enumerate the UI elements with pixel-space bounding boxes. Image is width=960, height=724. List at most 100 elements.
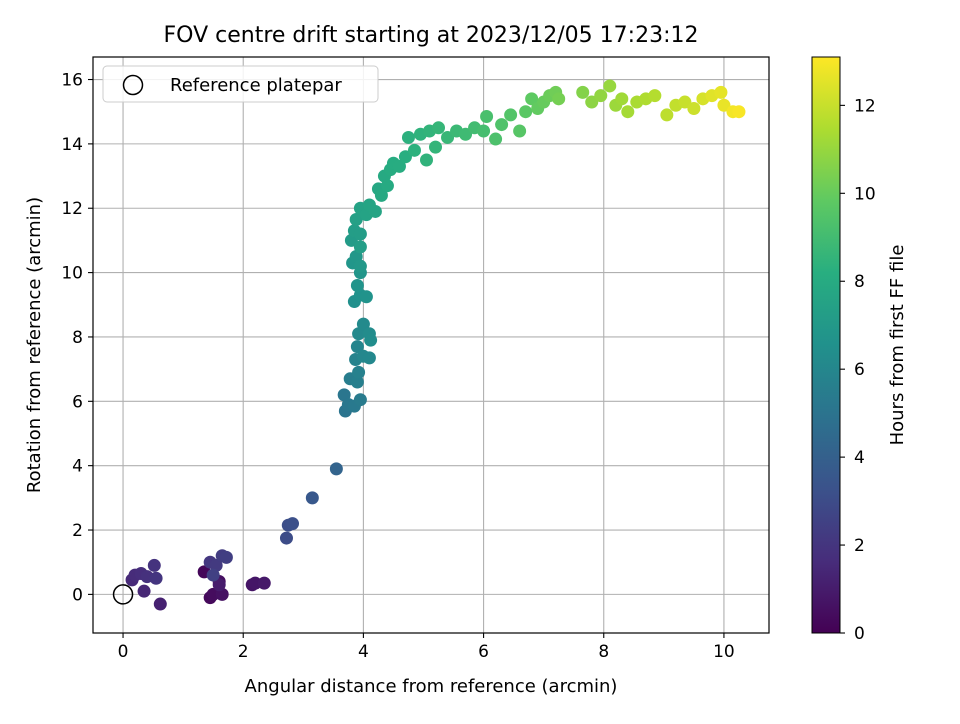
data-point	[519, 105, 533, 119]
y-tick-label: 4	[72, 457, 83, 477]
y-tick-label: 6	[72, 392, 83, 412]
x-tick-label: 4	[358, 642, 369, 662]
scatter-points	[125, 79, 746, 611]
data-point	[137, 584, 151, 598]
data-point	[459, 127, 473, 141]
data-point	[285, 517, 299, 531]
data-point	[660, 108, 674, 122]
reference-marker-group	[112, 584, 134, 605]
data-point	[349, 213, 363, 227]
data-point	[353, 393, 367, 407]
data-point	[248, 576, 262, 590]
colorbar-tick-label: 4	[854, 448, 865, 468]
x-tick-label: 0	[118, 642, 129, 662]
data-point	[153, 597, 167, 611]
colorbar: 0 2 4 6 8 10 12 Hours from first FF file	[811, 56, 908, 644]
data-point	[353, 240, 367, 254]
data-point	[432, 121, 446, 135]
data-point	[350, 375, 364, 389]
data-point	[356, 317, 370, 331]
data-point	[594, 89, 608, 103]
data-point	[362, 351, 376, 365]
data-point	[477, 124, 491, 138]
data-point	[352, 327, 366, 341]
data-point	[525, 92, 539, 106]
data-point	[585, 95, 599, 109]
legend-reference-label: Reference platepar	[170, 75, 342, 96]
data-point	[305, 491, 319, 505]
y-tick-label: 0	[72, 585, 83, 605]
data-point	[678, 95, 692, 109]
chart-title: FOV centre drift starting at 2023/12/05 …	[164, 23, 699, 48]
data-point	[717, 98, 731, 112]
data-point	[489, 132, 503, 146]
x-tick-label: 8	[598, 642, 609, 662]
data-point	[552, 92, 566, 106]
plot-frame	[92, 56, 770, 634]
data-point	[401, 130, 415, 144]
data-point	[353, 227, 367, 241]
data-point	[219, 550, 233, 564]
colorbar-tick-label: 2	[854, 536, 865, 556]
y-tick-label: 8	[72, 328, 83, 348]
x-axis-ticks: 0 2 4 6 8 10	[118, 633, 735, 662]
data-point	[149, 571, 163, 585]
y-tick-label: 10	[61, 264, 83, 284]
legend: Reference platepar	[102, 65, 379, 103]
colorbar-tick-label: 12	[854, 96, 876, 116]
x-tick-label: 6	[478, 642, 489, 662]
data-point	[392, 159, 406, 173]
data-point	[350, 278, 364, 292]
data-point	[206, 587, 220, 601]
data-point	[441, 130, 455, 144]
y-axis-ticks: 0 2 4 6 8 10 12 14 16	[61, 71, 93, 605]
x-tick-label: 2	[238, 642, 249, 662]
y-tick-label: 2	[72, 521, 83, 541]
y-tick-label: 16	[61, 71, 83, 91]
data-point	[648, 89, 662, 103]
data-point	[352, 365, 366, 379]
data-point	[206, 568, 220, 582]
colorbar-tick-label: 8	[854, 272, 865, 292]
data-point	[576, 85, 590, 99]
reference-marker	[112, 584, 134, 605]
data-point	[495, 118, 509, 132]
data-point	[419, 153, 433, 167]
y-tick-label: 14	[61, 135, 83, 155]
data-point	[212, 578, 226, 592]
data-point	[513, 124, 527, 138]
data-point	[364, 333, 378, 347]
data-point	[380, 179, 394, 193]
data-point	[147, 558, 161, 572]
data-point	[329, 462, 343, 476]
colorbar-gradient	[811, 56, 841, 634]
data-point	[480, 110, 494, 124]
data-point	[368, 204, 382, 218]
data-point	[350, 340, 364, 354]
legend-box	[102, 65, 379, 103]
colorbar-ticks: 0 2 4 6 8 10 12	[840, 96, 876, 644]
colorbar-tick-label: 10	[854, 184, 876, 204]
data-point	[353, 259, 367, 273]
data-point	[279, 531, 293, 545]
data-point	[398, 150, 412, 164]
y-tick-label: 12	[61, 199, 83, 219]
y-axis-label: Rotation from reference (arcmin)	[24, 197, 45, 493]
data-point	[257, 576, 271, 590]
data-point	[687, 101, 701, 115]
x-axis-label: Angular distance from reference (arcmin)	[245, 676, 618, 697]
x-tick-label: 10	[713, 642, 735, 662]
colorbar-tick-label: 6	[854, 360, 865, 380]
data-point	[714, 85, 728, 99]
data-point	[504, 108, 518, 122]
data-point	[603, 79, 617, 93]
data-point	[615, 92, 629, 106]
colorbar-tick-label: 0	[854, 624, 865, 644]
data-point	[374, 188, 388, 202]
data-point	[407, 143, 421, 157]
data-point	[429, 140, 443, 154]
data-point	[732, 105, 746, 119]
colorbar-label: Hours from first FF file	[887, 245, 908, 446]
